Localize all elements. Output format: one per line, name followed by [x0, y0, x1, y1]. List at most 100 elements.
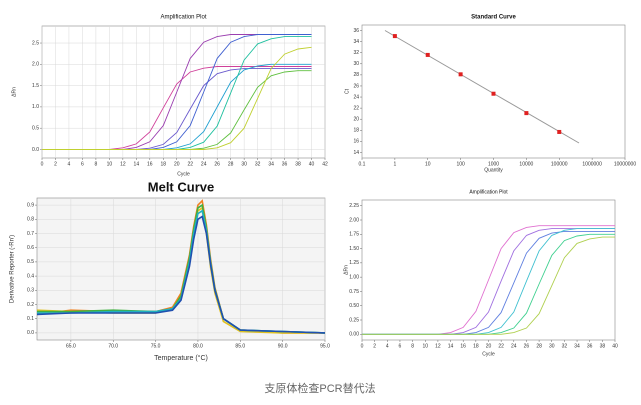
- x-tick-label: 8: [411, 343, 414, 349]
- y-tick-label: 1.25: [349, 260, 359, 266]
- x-tick-label: 70.0: [108, 343, 118, 349]
- x-axis-label: Cycle: [177, 171, 190, 177]
- x-tick-label: 26: [524, 343, 530, 349]
- x-tick-label: 18: [473, 343, 479, 349]
- y-tick-label: 0.9: [27, 202, 34, 208]
- x-tick-label: 85.0: [235, 343, 245, 349]
- x-tick-label: 6: [81, 161, 84, 167]
- y-tick-label: 0.2: [27, 302, 34, 308]
- x-tick-label: 10: [422, 343, 428, 349]
- x-tick-label: 75.0: [151, 343, 161, 349]
- y-tick-label: 30: [353, 61, 359, 67]
- plot-area: [41, 25, 326, 159]
- y-tick-label: 0.50: [349, 303, 359, 309]
- y-tick-label: 0.75: [349, 289, 359, 295]
- x-tick-label: 0.1: [359, 161, 366, 167]
- x-tick-label: 1000: [488, 161, 499, 167]
- y-tick-label: 14: [353, 150, 359, 156]
- data-line: [36, 215, 326, 334]
- y-tick-label: 28: [353, 72, 359, 78]
- x-tick-label: 16: [460, 343, 466, 349]
- y-tick-label: 0.25: [349, 317, 359, 323]
- chart-title: Amplification Plot: [160, 15, 206, 21]
- x-tick-label: 12: [435, 343, 441, 349]
- y-tick-label: 36: [353, 28, 359, 34]
- x-tick-label: 1: [393, 161, 396, 167]
- y-tick-label: 0.5: [27, 259, 34, 265]
- y-tick-label: 0.0: [27, 330, 34, 336]
- x-tick-label: 8: [95, 161, 98, 167]
- x-tick-label: 30: [241, 161, 247, 167]
- y-axis-label: Ct: [344, 88, 350, 94]
- plot-area: [361, 24, 626, 159]
- y-tick-label: 0.4: [27, 273, 34, 279]
- chart-title: Standard Curve: [471, 15, 516, 21]
- x-tick-label: 0: [361, 343, 364, 349]
- x-tick-label: 20: [486, 343, 492, 349]
- data-line: [362, 236, 615, 335]
- x-tick-label: 2: [373, 343, 376, 349]
- x-axis-label: Temperature (°C): [154, 354, 208, 362]
- x-tick-label: 26: [214, 161, 220, 167]
- x-tick-label: 14: [448, 343, 454, 349]
- chart-title: Amplification Plot: [469, 189, 508, 195]
- caption: 支原体检查PCR替代法: [264, 381, 375, 395]
- x-tick-label: 30: [549, 343, 555, 349]
- x-tick-label: 34: [574, 343, 580, 349]
- y-tick-label: 18: [353, 128, 359, 134]
- x-tick-label: 32: [562, 343, 568, 349]
- x-tick-label: 24: [201, 161, 207, 167]
- y-tick-label: 22: [353, 105, 359, 111]
- x-tick-label: 0: [41, 161, 44, 167]
- fit-line: [384, 30, 580, 144]
- y-axis-label: ΔRn: [343, 265, 349, 275]
- x-tick-label: 1000000: [582, 161, 602, 167]
- y-tick-label: 1.00: [349, 274, 359, 280]
- x-tick-label: 28: [228, 161, 234, 167]
- y-tick-label: 0.6: [27, 245, 34, 251]
- y-tick-label: 2.5: [32, 40, 39, 46]
- x-tick-label: 4: [68, 161, 71, 167]
- y-tick-label: 0.8: [27, 217, 34, 223]
- x-axis-label: Cycle: [482, 351, 495, 357]
- y-tick-label: 32: [353, 50, 359, 56]
- plot-area: [36, 197, 326, 341]
- x-tick-label: 34: [268, 161, 274, 167]
- y-tick-label: 0.7: [27, 231, 34, 237]
- data-point: [425, 52, 430, 57]
- y-tick-label: 2.0: [32, 62, 39, 68]
- data-point: [458, 72, 463, 77]
- y-tick-label: 20: [353, 117, 359, 123]
- x-tick-label: 36: [282, 161, 288, 167]
- x-tick-label: 18: [161, 161, 167, 167]
- x-tick-label: 16: [147, 161, 153, 167]
- y-tick-label: 0.00: [349, 332, 359, 338]
- x-tick-label: 36: [587, 343, 593, 349]
- y-tick-label: 1.5: [32, 83, 39, 89]
- y-tick-label: 34: [353, 39, 359, 45]
- x-tick-label: 95.0: [320, 343, 330, 349]
- data-point: [392, 34, 397, 39]
- y-tick-label: 0.5: [32, 126, 39, 132]
- x-tick-label: 38: [295, 161, 301, 167]
- x-tick-label: 90.0: [278, 343, 288, 349]
- x-tick-label: 100000: [551, 161, 568, 167]
- x-tick-label: 20: [174, 161, 180, 167]
- x-tick-label: 22: [187, 161, 193, 167]
- y-tick-label: 2.00: [349, 217, 359, 223]
- x-tick-label: 32: [255, 161, 261, 167]
- y-tick-label: 1.50: [349, 246, 359, 252]
- x-tick-label: 6: [399, 343, 402, 349]
- x-tick-label: 4: [386, 343, 389, 349]
- x-tick-label: 10000: [519, 161, 533, 167]
- x-tick-label: 38: [600, 343, 606, 349]
- y-tick-label: 0.0: [32, 147, 39, 153]
- x-tick-label: 28: [536, 343, 542, 349]
- y-tick-label: 26: [353, 83, 359, 89]
- x-tick-label: 12: [120, 161, 126, 167]
- y-tick-label: 1.0: [32, 104, 39, 110]
- x-tick-label: 24: [511, 343, 517, 349]
- x-tick-label: 80.0: [193, 343, 203, 349]
- y-axis-label: ΔRn: [11, 87, 17, 97]
